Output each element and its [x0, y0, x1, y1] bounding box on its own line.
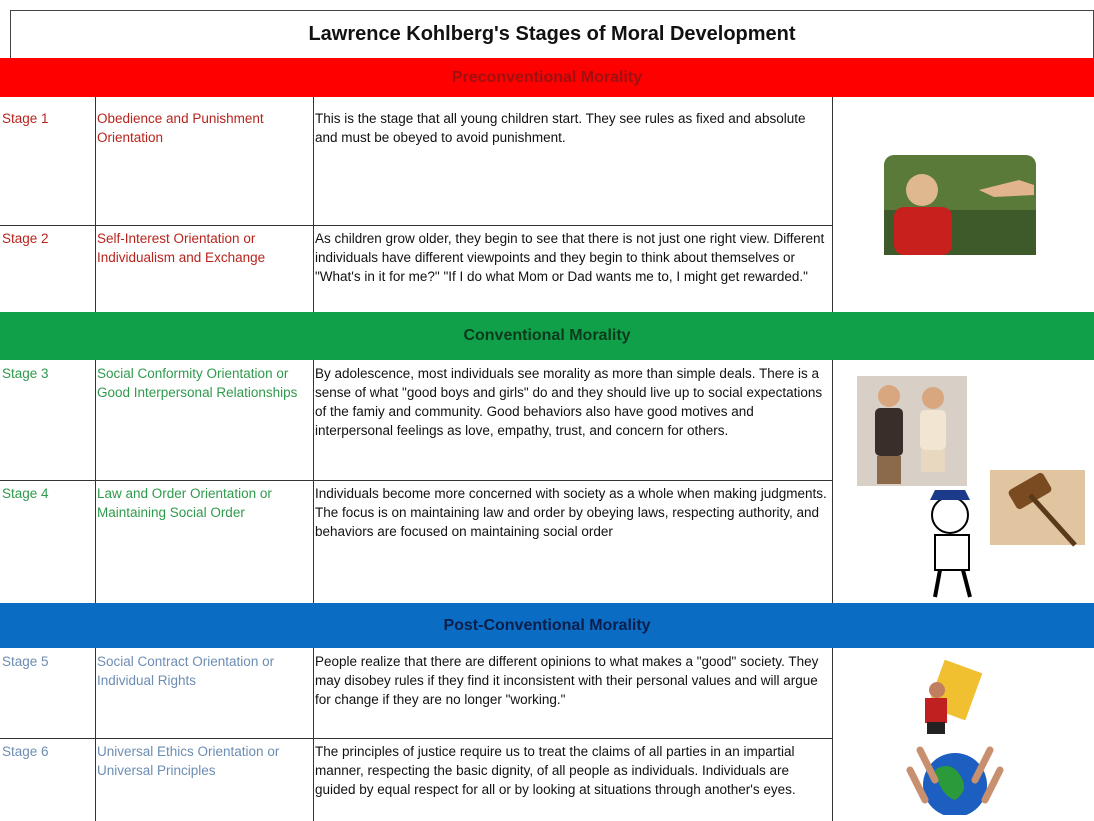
image: [884, 155, 1036, 255]
stage-name: Social Contract Orientation or Individua…: [97, 654, 275, 688]
grid-line: [313, 360, 314, 603]
stage-name: Self-Interest Orientation or Individuali…: [97, 231, 266, 265]
grid-line: [832, 360, 833, 603]
grid-line: [95, 360, 96, 603]
stage-description: Individuals become more concerned with s…: [315, 486, 827, 539]
grid-line: [313, 648, 314, 821]
stage-name: Obedience and Punishment Orientation: [97, 111, 264, 145]
section-heading: Preconventional Morality: [0, 58, 1094, 97]
stage-label: Stage 1: [2, 111, 49, 126]
image: [906, 746, 1004, 815]
grid-line: [832, 97, 833, 312]
grid-line: [95, 648, 96, 821]
stage-label: Stage 2: [2, 231, 49, 246]
grid-line: [0, 225, 832, 226]
section-heading: Conventional Morality: [0, 312, 1094, 360]
image: [930, 470, 1085, 598]
grid-line: [95, 97, 96, 312]
stage-label: Stage 3: [2, 366, 49, 381]
stage-label: Stage 5: [2, 654, 49, 669]
grid-line: [832, 648, 833, 821]
stage-description: By adolescence, most individuals see mor…: [315, 366, 823, 438]
image: [857, 376, 967, 486]
grid-line: [0, 738, 832, 739]
grid-line: [0, 480, 832, 481]
stage-name: Law and Order Orientation or Maintaining…: [97, 486, 272, 520]
section-heading: Post-Conventional Morality: [0, 603, 1094, 648]
stage-description: The principles of justice require us to …: [315, 744, 796, 797]
title: Lawrence Kohlberg's Stages of Moral Deve…: [10, 10, 1094, 58]
stage-description: People realize that there are different …: [315, 654, 819, 707]
stage-label: Stage 4: [2, 486, 49, 501]
grid-line: [313, 97, 314, 312]
stage-label: Stage 6: [2, 744, 49, 759]
stage-description: This is the stage that all young childre…: [315, 111, 806, 145]
stage-name: Social Conformity Orientation or Good In…: [97, 366, 298, 400]
image: [925, 660, 983, 734]
stage-name: Universal Ethics Orientation or Universa…: [97, 744, 280, 778]
stage-description: As children grow older, they begin to se…: [315, 231, 825, 284]
